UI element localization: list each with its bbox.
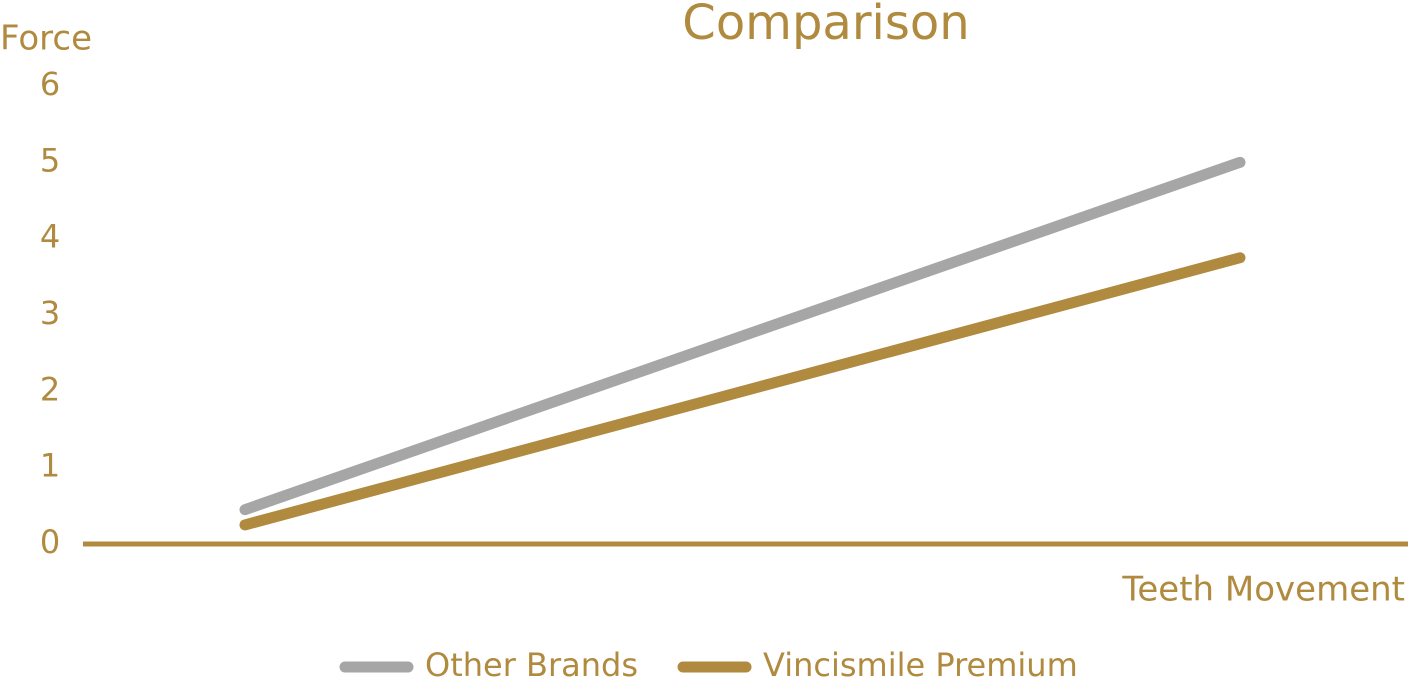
y-axis-label: Force [0, 19, 92, 59]
y-tick-label: 1 [40, 447, 60, 485]
y-tick-label: 4 [40, 218, 60, 256]
chart-title: Comparison [682, 0, 969, 51]
series-line [239, 156, 1246, 516]
y-tick-label: 0 [40, 523, 60, 561]
y-tick-label: 2 [40, 370, 60, 408]
y-tick-label: 3 [40, 294, 60, 332]
x-axis-label: Teeth Movement [1121, 570, 1405, 610]
legend-label: Vincismile Premium [763, 646, 1078, 682]
y-tick-label: 6 [40, 65, 60, 103]
series-line [239, 252, 1246, 531]
y-tick-label: 5 [40, 141, 60, 179]
legend-label: Other Brands [425, 646, 638, 682]
